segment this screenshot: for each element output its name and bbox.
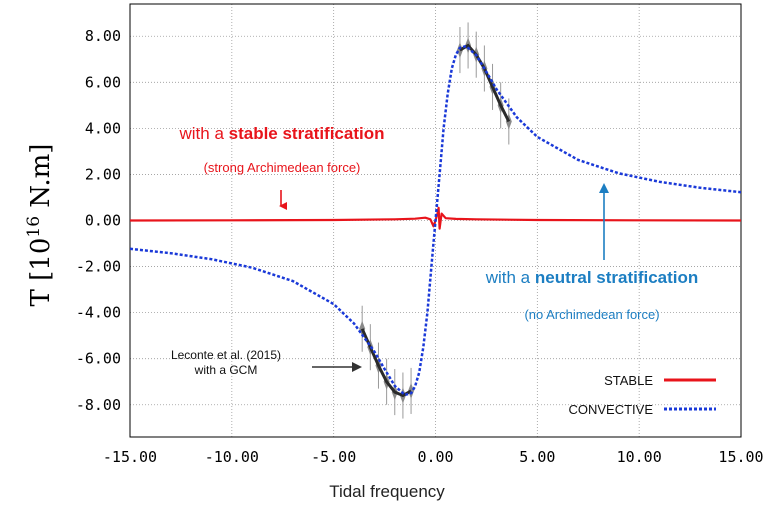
annotation-stable: with a stable stratification — [178, 124, 384, 143]
y-tick-label: 0.00 — [85, 212, 121, 230]
annotation-gcm-line1: Leconte et al. (2015) — [171, 348, 281, 362]
annotation-gcm-line2: with a GCM — [194, 363, 258, 377]
annotation-stable-bold: stable stratification — [229, 124, 385, 143]
x-tick-label: 15.00 — [718, 448, 763, 466]
x-tick-label: -5.00 — [311, 448, 356, 466]
y-axis-label-main: T [10 — [26, 238, 56, 307]
annotation-neutral-sub: (no Archimedean force) — [524, 307, 659, 322]
legend-label-convective: CONVECTIVE — [568, 402, 653, 417]
x-tick-label: -10.00 — [205, 448, 259, 466]
x-axis-label: Tidal frequency — [329, 482, 445, 501]
y-axis-label: T [1016 N.m] — [24, 144, 56, 307]
x-tick-label: 0.00 — [417, 448, 453, 466]
legend: STABLE CONVECTIVE — [568, 373, 716, 417]
annotation-gcm-arrowhead — [352, 362, 362, 372]
y-axis-label-unit: N.m] — [26, 144, 56, 216]
annotation-neutral-prefix: with a — [485, 268, 535, 287]
y-tick-label: 2.00 — [85, 165, 121, 183]
y-tick-label: 8.00 — [85, 27, 121, 45]
x-tick-label: 5.00 — [519, 448, 555, 466]
y-tick-labels: 8.00 6.00 4.00 2.00 0.00 -2.00 -4.00 -6.00 -8.00 — [76, 27, 121, 414]
y-tick-label: 6.00 — [85, 73, 121, 91]
y-tick-label: -6.00 — [76, 350, 121, 368]
y-tick-label: -8.00 — [76, 396, 121, 414]
series-line-stable — [130, 206, 741, 230]
series-line-convective — [130, 44, 741, 397]
annotation-stable-sub: (strong Archimedean force) — [204, 160, 361, 175]
y-tick-label: 4.00 — [85, 119, 121, 137]
annotation-neutral-arrowhead — [599, 183, 609, 193]
y-axis-label-exponent: 16 — [24, 216, 44, 238]
annotation-stable-prefix: with a — [178, 124, 228, 143]
x-tick-label: -15.00 — [103, 448, 157, 466]
y-tick-label: -4.00 — [76, 304, 121, 322]
legend-label-stable: STABLE — [604, 373, 653, 388]
x-tick-labels: -15.00 -10.00 -5.00 0.00 5.00 10.00 15.00 — [103, 448, 764, 466]
y-tick-label: -2.00 — [76, 258, 121, 276]
x-tick-label: 10.00 — [617, 448, 662, 466]
annotation-neutral-bold: neutral stratification — [535, 268, 698, 287]
annotation-neutral: with a neutral stratification — [485, 268, 699, 287]
